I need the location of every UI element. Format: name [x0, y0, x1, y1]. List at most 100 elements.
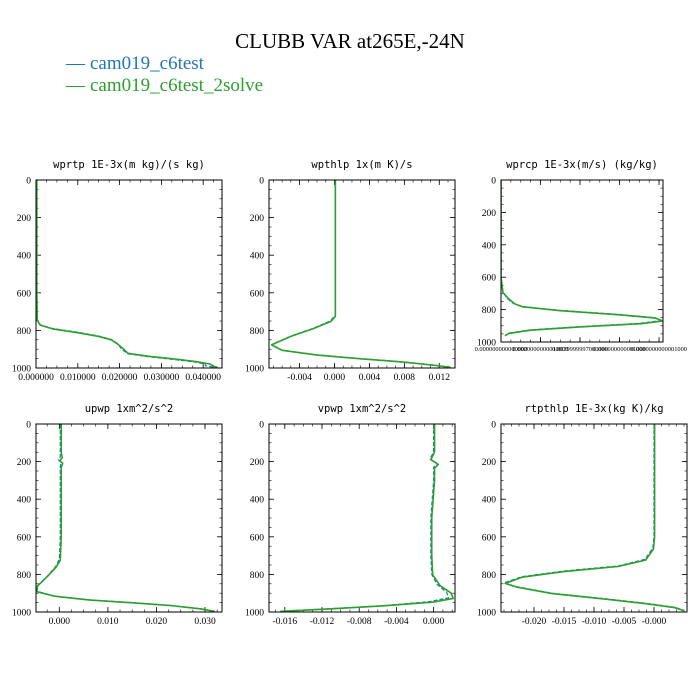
- x-tick-label: -0.005: [612, 617, 637, 627]
- x-tick-label: 0.006000000001000: [593, 346, 646, 353]
- y-tick-label: 800: [250, 571, 265, 581]
- plot-frame: [35, 423, 223, 613]
- x-tick-label: 0.012: [429, 373, 451, 383]
- series-line-cam019-c6test-2solve: [36, 180, 219, 368]
- panel-6: rtpthlp 1E-3x(kg K)/kg 0 200 400 600 800 1000 -…: [477, 403, 688, 627]
- plot-frame: [268, 423, 456, 613]
- y-tick-label: 200: [482, 209, 497, 219]
- series-line-cam019-c6test: [271, 180, 451, 368]
- y-tick-label: 400: [17, 496, 32, 506]
- legend-label-series2: cam019_c6test_2solve: [90, 75, 263, 96]
- x-tick-label: 0.030: [194, 617, 216, 627]
- x-tick-label: 0.000: [324, 373, 346, 383]
- series-line-cam019-c6test: [280, 424, 450, 612]
- y-tick-label: 0: [259, 421, 264, 431]
- y-tick-label: 1000: [12, 609, 31, 619]
- x-tick-label: 0.000: [423, 617, 445, 627]
- y-tick-label: 600: [482, 274, 497, 284]
- x-tick-label: 0.000000: [18, 373, 54, 383]
- panel-3: wprcp 1E-3x(m/s) (kg/kg) 0 200 400 600 800 100…: [475, 159, 687, 353]
- x-tick-label: 0.030000: [144, 373, 180, 383]
- y-tick-label: 200: [17, 214, 32, 224]
- series-line-cam019-c6test: [36, 424, 215, 612]
- y-tick-label: 1000: [245, 609, 264, 619]
- series-line-cam019-c6test-2solve: [36, 424, 215, 612]
- x-tick-label: -0.010: [582, 617, 607, 627]
- x-tick-label: 0.000: [49, 617, 71, 627]
- panel-title: rtpthlp 1E-3x(kg K)/kg: [524, 403, 663, 415]
- plot-frame: [268, 179, 456, 369]
- series-line-cam019-c6test-2solve: [504, 424, 685, 612]
- y-tick-label: 200: [17, 458, 32, 468]
- plot-frame: [35, 179, 223, 369]
- plot-frame: [500, 179, 664, 343]
- y-tick-label: 400: [250, 252, 265, 262]
- panel-2: wpthlp 1x(m K)/s 0 200 400 600 800 1000 -0.004 0…: [245, 159, 456, 383]
- x-tick-label: 0.020000: [102, 373, 138, 383]
- y-tick-label: 200: [250, 458, 265, 468]
- y-tick-label: 800: [250, 327, 265, 337]
- x-tick-label: 0.004: [359, 373, 381, 383]
- figure-title: CLUBB VAR at265E,-24N: [235, 29, 465, 53]
- x-tick-label: -0.016: [273, 617, 298, 627]
- x-tick-label: 0.010: [97, 617, 119, 627]
- panels-group: wprtp 1E-3x(m kg)/(s kg) 0 200 400 600 800 100…: [12, 159, 688, 627]
- y-tick-label: 0: [491, 421, 496, 431]
- y-tick-label: 1000: [477, 339, 496, 349]
- y-tick-label: 0: [259, 177, 264, 187]
- x-tick-label: 0.0020000000010000: [513, 346, 569, 353]
- panel-title: upwp 1xm^2/s^2: [85, 403, 174, 415]
- series-line-cam019-c6test-2solve: [280, 424, 454, 612]
- x-tick-label: -0.015: [552, 617, 577, 627]
- y-tick-label: 1000: [245, 365, 264, 375]
- panel-title: wpthlp 1x(m K)/s: [311, 159, 412, 171]
- x-tick-label: 0.0080000000001000: [631, 346, 687, 353]
- panel-1: wprtp 1E-3x(m kg)/(s kg) 0 200 400 600 800 100…: [12, 159, 223, 383]
- plot-frame: [500, 423, 688, 613]
- x-tick-label: 0.0039999997000000: [552, 346, 608, 353]
- x-tick-label: -0.000: [642, 617, 667, 627]
- panel-title: wprcp 1E-3x(m/s) (kg/kg): [506, 159, 658, 171]
- series-line-cam019-c6test: [36, 180, 216, 368]
- y-tick-label: 1000: [477, 609, 496, 619]
- y-tick-label: 600: [250, 533, 265, 543]
- y-tick-label: 400: [17, 252, 32, 262]
- panel-4: upwp 1xm^2/s^2 0 200 400 600 800 1000 0.000 0.01…: [12, 403, 223, 627]
- panel-title: vpwp 1xm^2/s^2: [318, 403, 407, 415]
- y-tick-label: 800: [17, 571, 32, 581]
- legend-label-series1: cam019_c6test: [90, 53, 205, 74]
- x-tick-label: -0.004: [384, 617, 409, 627]
- series-line-cam019-c6test-2solve: [501, 180, 663, 337]
- y-tick-label: 0: [26, 177, 31, 187]
- y-tick-label: 0: [491, 177, 496, 187]
- y-tick-label: 600: [17, 533, 32, 543]
- legend-symbol-series2: —: [65, 75, 86, 96]
- y-tick-label: 400: [482, 241, 497, 251]
- panel-title: wprtp 1E-3x(m kg)/(s kg): [53, 159, 205, 171]
- x-tick-label: 0.008: [394, 373, 416, 383]
- x-tick-label: 0.000000000000000: [475, 346, 528, 353]
- series-line-cam019-c6test-2solve: [270, 180, 451, 368]
- x-tick-label: -0.012: [310, 617, 335, 627]
- y-tick-label: 600: [17, 289, 32, 299]
- y-tick-label: 0: [26, 421, 31, 431]
- x-tick-label: -0.004: [287, 373, 312, 383]
- y-tick-label: 800: [482, 306, 497, 316]
- x-tick-label: 0.040000: [185, 373, 221, 383]
- y-tick-label: 200: [482, 458, 497, 468]
- y-tick-label: 600: [482, 533, 497, 543]
- legend: — cam019_c6test — cam019_c6test_2solve: [65, 53, 263, 96]
- x-tick-label: 0.010000: [60, 373, 96, 383]
- x-tick-label: 0.020: [146, 617, 168, 627]
- y-tick-label: 800: [17, 327, 32, 337]
- series-line-cam019-c6test: [503, 424, 685, 612]
- y-tick-label: 400: [482, 496, 497, 506]
- panel-5: vpwp 1xm^2/s^2 0 200 400 600 800 1000 -0.016 -0.…: [245, 403, 456, 627]
- y-tick-label: 800: [482, 571, 497, 581]
- legend-symbol-series1: —: [65, 53, 86, 74]
- y-tick-label: 600: [250, 289, 265, 299]
- x-tick-label: -0.020: [522, 617, 547, 627]
- y-tick-label: 400: [250, 496, 265, 506]
